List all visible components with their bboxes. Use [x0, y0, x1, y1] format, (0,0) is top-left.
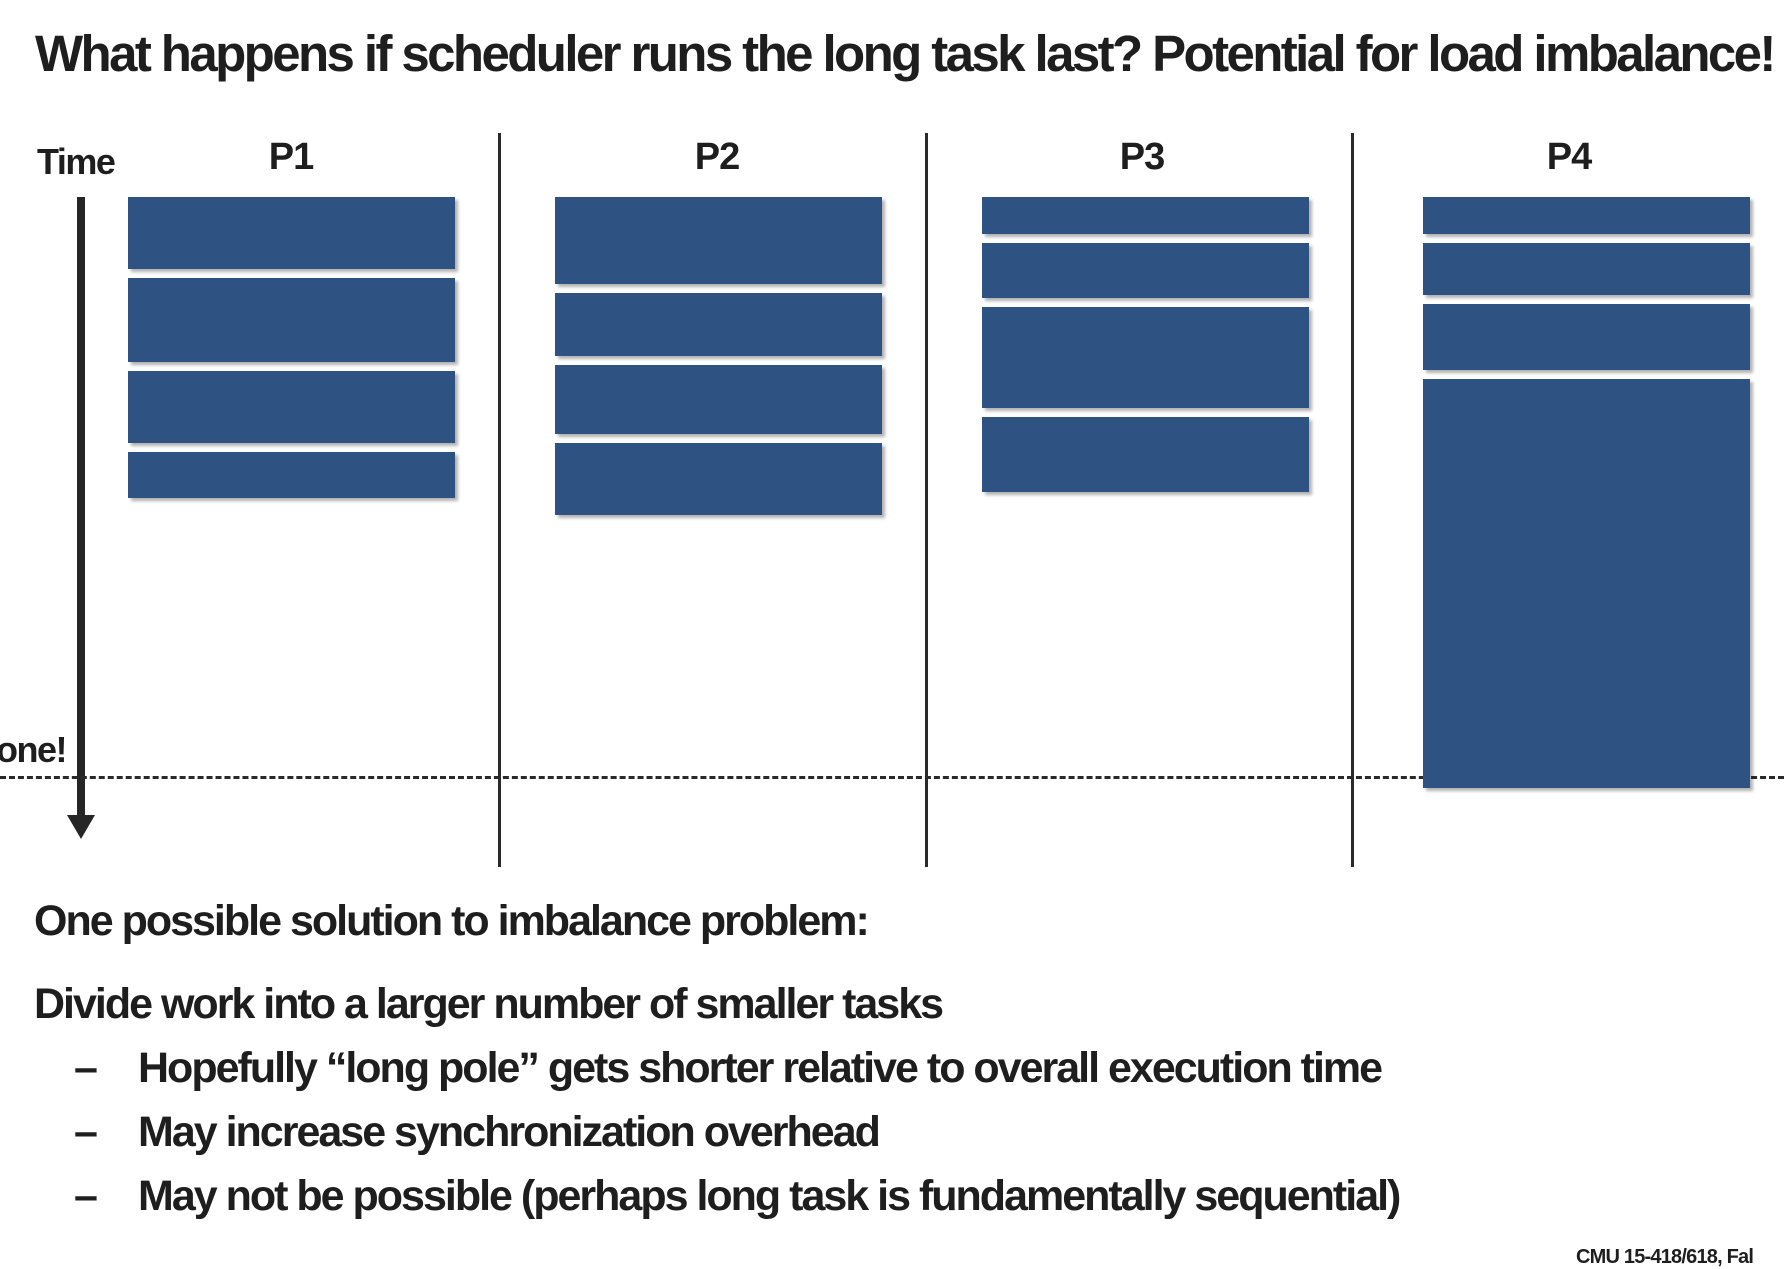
- task-block: [982, 307, 1309, 408]
- done-label: one!: [0, 729, 68, 770]
- bullet-item: – Hopefully “long pole” gets shorter rela…: [74, 1041, 1383, 1095]
- bullet-text: Hopefully “long pole” gets shorter relat…: [138, 1044, 1383, 1092]
- task-block: [555, 364, 882, 435]
- processor-divider: [1351, 133, 1354, 867]
- done-line: [0, 776, 1784, 779]
- processor-label-p2: P2: [694, 136, 740, 178]
- task-block: [982, 197, 1309, 235]
- task-block: [555, 197, 882, 284]
- task-block: [128, 197, 455, 270]
- task-block: [128, 278, 455, 362]
- bullet-dash: –: [74, 1172, 98, 1220]
- task-block: [128, 451, 455, 499]
- processor-divider: [925, 133, 928, 867]
- processor-label-p4: P4: [1546, 136, 1592, 178]
- bullet-item: – May increase synchronization overhead: [74, 1105, 881, 1159]
- main-point: Divide work into a larger number of smal…: [34, 980, 944, 1028]
- bullet-dash: –: [74, 1108, 98, 1156]
- bullet-dash: –: [74, 1044, 98, 1092]
- processor-divider: [498, 133, 501, 867]
- task-block: [1423, 379, 1750, 788]
- bullet-text: May not be possible (perhaps long task i…: [138, 1172, 1401, 1220]
- task-block: [1423, 304, 1750, 371]
- processor-label-p1: P1: [268, 136, 314, 178]
- course-footer: CMU 15-418/618, Fal: [1576, 1246, 1754, 1268]
- task-block: [982, 243, 1309, 298]
- bullet-text: May increase synchronization overhead: [138, 1108, 881, 1156]
- solution-heading: One possible solution to imbalance probl…: [34, 897, 870, 945]
- bullet-item: – May not be possible (perhaps long task …: [74, 1169, 1401, 1223]
- time-arrow: [77, 197, 85, 819]
- time-arrow-head: [67, 815, 95, 839]
- slide-title: What happens if scheduler runs the long …: [35, 25, 1776, 82]
- time-axis-label: Time: [37, 141, 116, 182]
- task-block: [982, 417, 1309, 493]
- task-block: [555, 443, 882, 516]
- task-block: [128, 370, 455, 443]
- task-block: [1423, 197, 1750, 235]
- task-block: [1423, 243, 1750, 296]
- processor-label-p3: P3: [1119, 136, 1165, 178]
- task-block: [555, 292, 882, 356]
